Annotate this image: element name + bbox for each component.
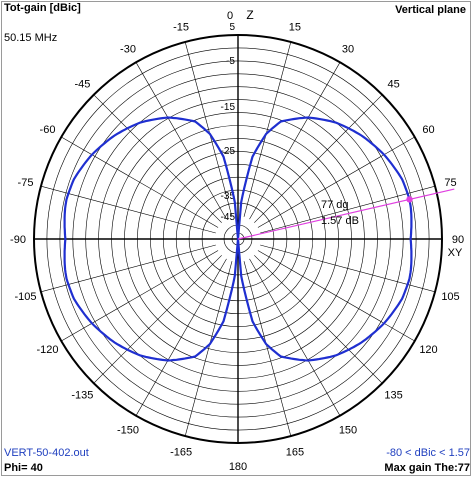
angle-label: 60 xyxy=(422,124,434,136)
radial-tick-label: -15 xyxy=(221,102,236,113)
radial-tick-label: -45 xyxy=(221,212,236,223)
range-label: -80 < dBic < 1.57 xyxy=(386,447,470,459)
axis-label-xy: XY xyxy=(448,247,463,259)
angle-label: -90 xyxy=(10,234,26,246)
max-gain-value-label: 1.57 dB xyxy=(321,215,359,227)
frequency-label: 50.15 MHz xyxy=(4,32,58,44)
grid-spoke xyxy=(249,62,341,220)
grid-spoke xyxy=(40,244,216,293)
grid-spoke xyxy=(254,94,383,223)
grid-spoke xyxy=(243,41,292,217)
angle-label: 30 xyxy=(342,44,354,56)
angle-label: -135 xyxy=(71,390,93,402)
grid-spoke xyxy=(135,62,227,220)
angle-label: -15 xyxy=(173,22,189,34)
angle-label: -165 xyxy=(170,447,192,459)
grid-spoke xyxy=(254,255,383,384)
grid-spoke xyxy=(184,261,233,437)
grid-spoke xyxy=(260,185,436,234)
angle-label: -45 xyxy=(74,78,90,90)
angle-label: -60 xyxy=(40,124,56,136)
angle-label: 150 xyxy=(339,425,357,437)
angle-label: -75 xyxy=(18,177,34,189)
angle-label: -30 xyxy=(120,44,136,56)
grid-spoke xyxy=(40,185,216,234)
angle-label: 15 xyxy=(289,22,301,34)
grid-spoke xyxy=(93,255,222,384)
grid-spoke xyxy=(135,258,227,416)
max-gain-angle-label: 77 dg xyxy=(321,199,349,211)
pattern-curve xyxy=(63,116,413,362)
angle-label: 75 xyxy=(444,177,456,189)
angle-label: 105 xyxy=(441,291,459,303)
max-gain-marker xyxy=(406,196,413,203)
axis-label-z: Z xyxy=(246,8,253,22)
chart-title: Tot-gain [dBic] xyxy=(4,2,81,14)
angle-label: 0 xyxy=(227,10,233,22)
angle-label: 90 xyxy=(452,234,464,246)
angle-label: 165 xyxy=(286,447,304,459)
angle-label: 120 xyxy=(419,344,437,356)
grid-spoke xyxy=(93,94,222,223)
grid-spoke xyxy=(61,250,219,342)
angle-label: 180 xyxy=(229,461,247,473)
grid-spoke xyxy=(184,41,233,217)
radial-tick-label: -25 xyxy=(221,146,236,157)
grid-spoke xyxy=(257,250,415,342)
plane-label: Vertical plane xyxy=(395,4,466,16)
angle-label: -120 xyxy=(36,344,58,356)
radial-tick-label: -35 xyxy=(221,191,236,202)
grid-spoke xyxy=(249,258,341,416)
filename-label: VERT-50-402.out xyxy=(4,447,89,459)
radial-tick-label: 5 xyxy=(229,22,235,33)
grid-spoke xyxy=(260,244,436,293)
grid-spoke xyxy=(61,136,219,228)
radial-tick-label: -5 xyxy=(226,56,235,67)
angle-label: -105 xyxy=(14,291,36,303)
grid-spoke xyxy=(257,136,415,228)
angle-label: 45 xyxy=(387,78,399,90)
max-gain-line xyxy=(237,188,455,240)
angle-label: 135 xyxy=(384,390,402,402)
phi-label: Phi= 40 xyxy=(4,462,43,474)
angle-label: -150 xyxy=(117,425,139,437)
grid-spoke xyxy=(243,261,292,437)
max-gain-label: Max gain The:77 xyxy=(384,462,470,474)
